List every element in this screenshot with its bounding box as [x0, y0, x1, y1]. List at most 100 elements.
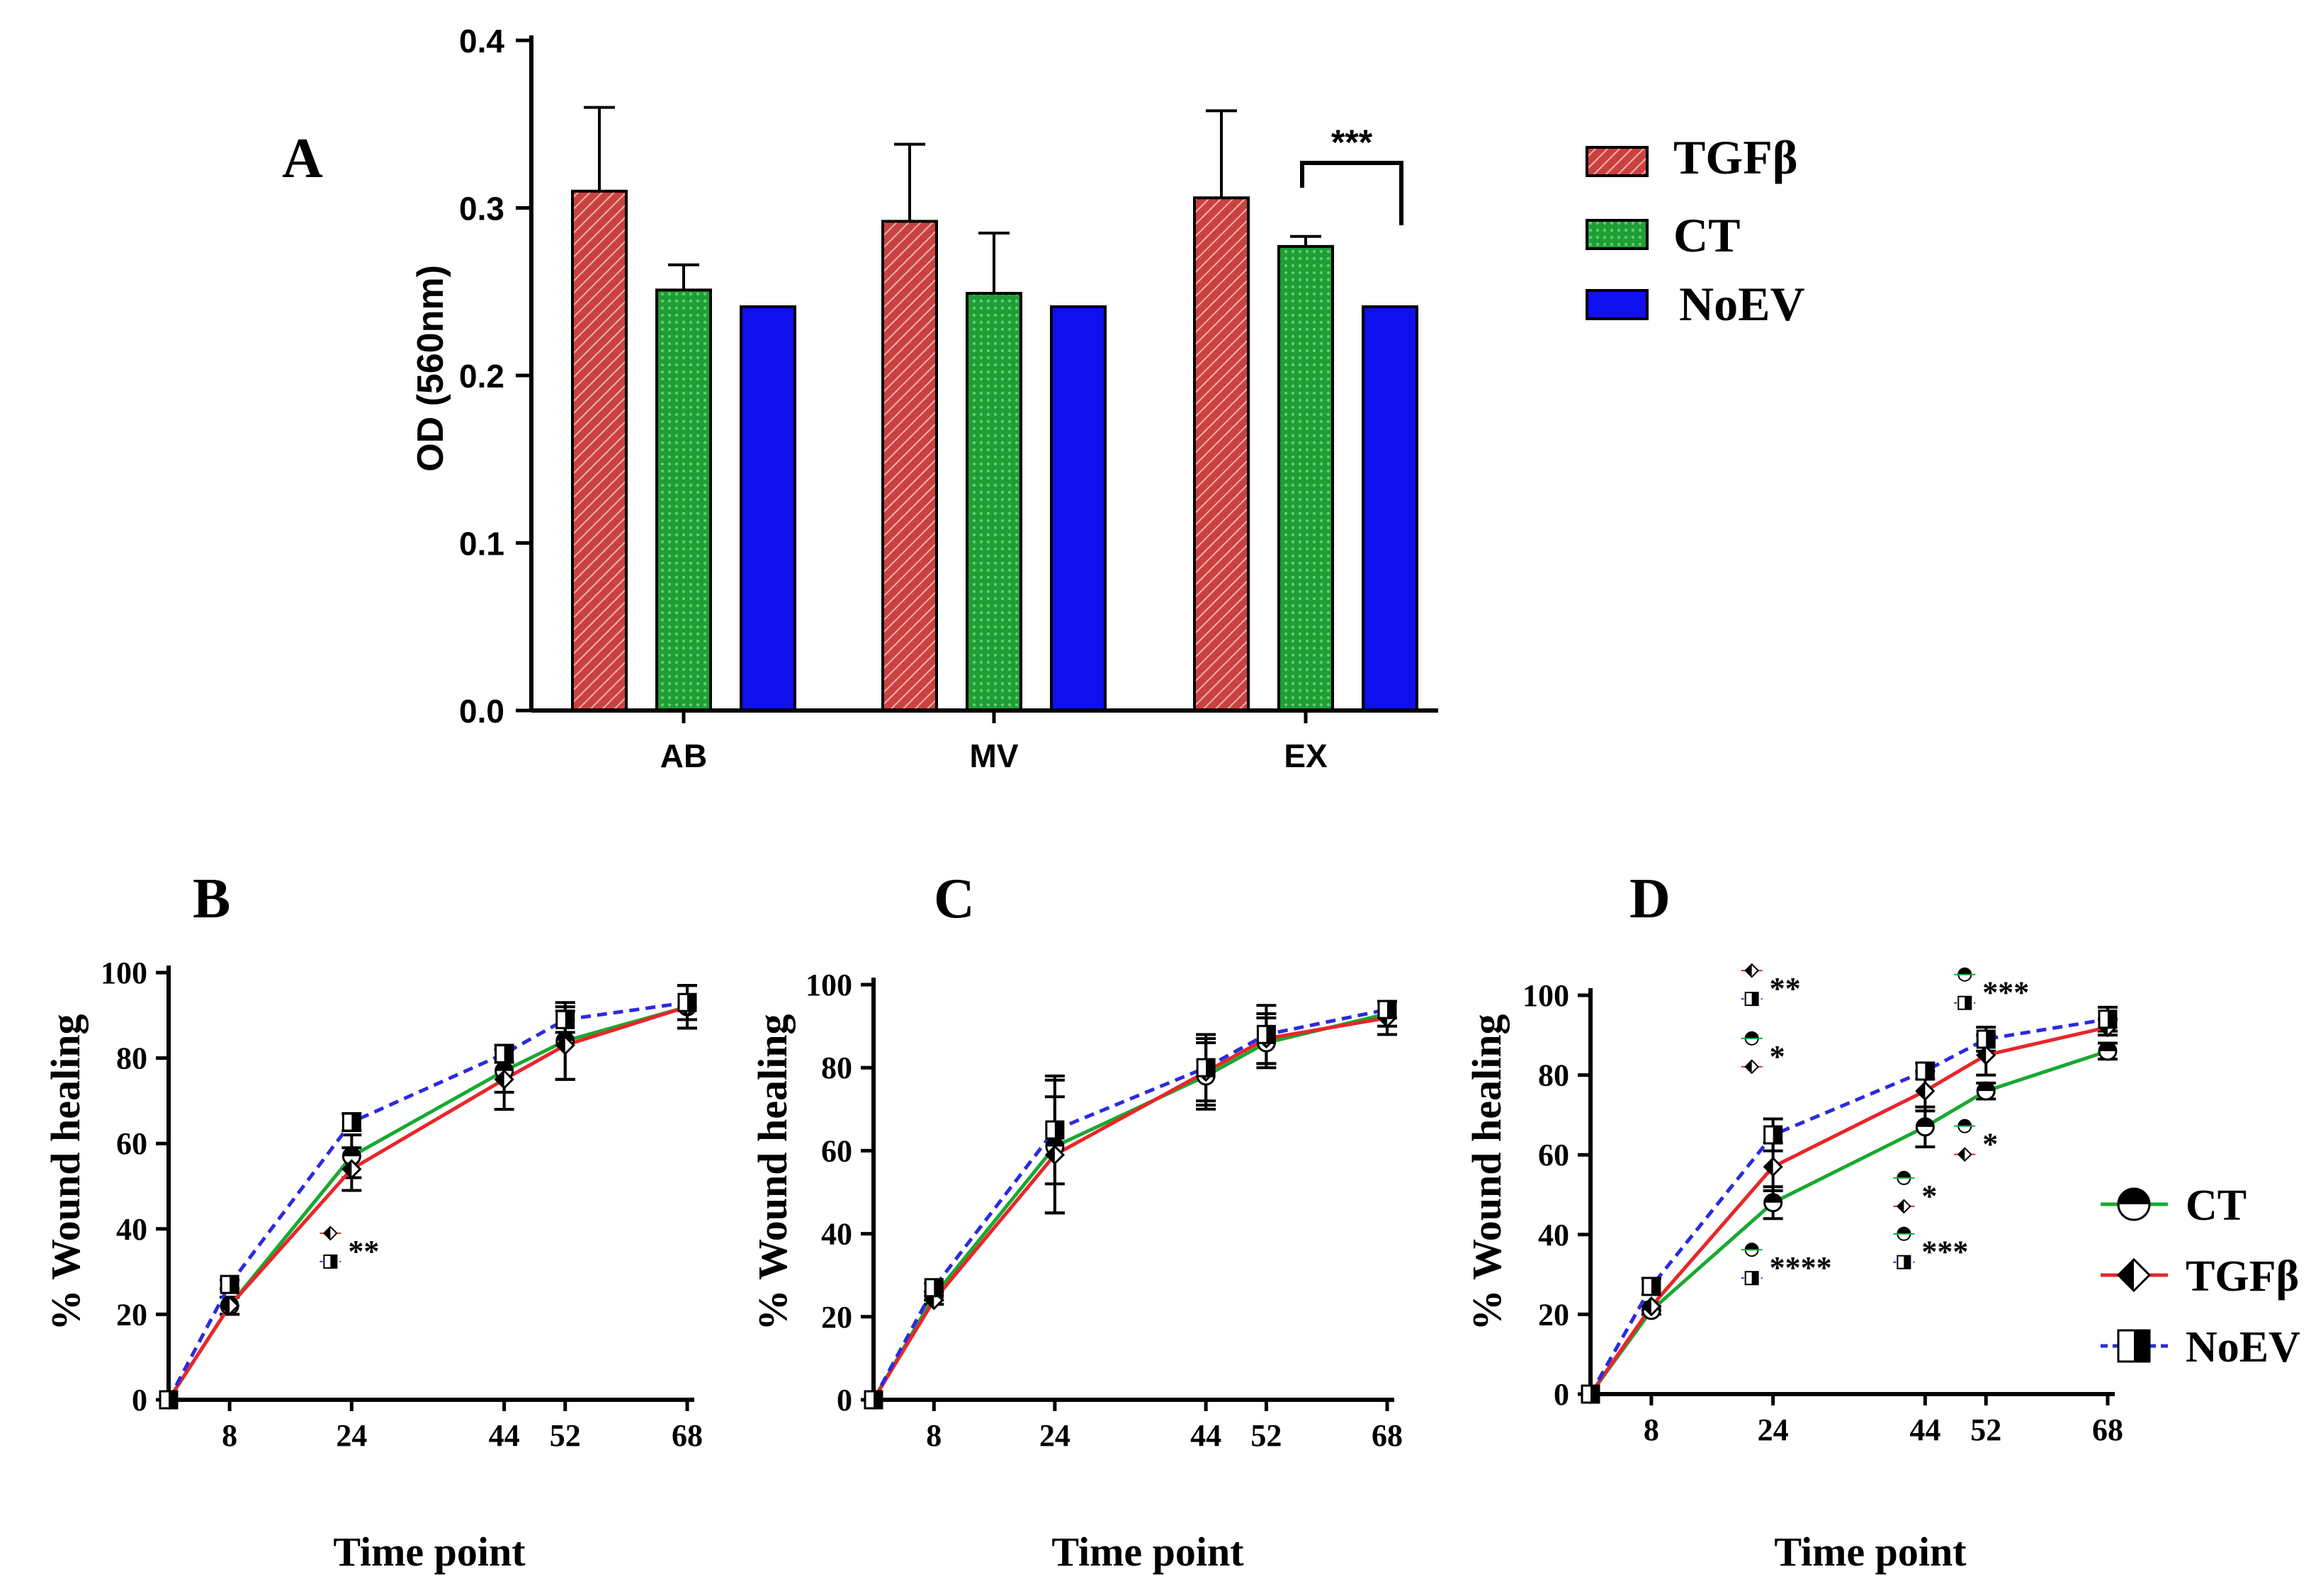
annotation-symbol-d-fill — [1958, 1119, 1972, 1126]
annotation-stars-d: *** — [1921, 1235, 1968, 1269]
annotation-stars-b: ** — [348, 1234, 379, 1269]
point-tgfb-c-fill — [1046, 1146, 1055, 1164]
point-tgfb-b-fill — [556, 1036, 565, 1054]
ytick-label-b: 0 — [132, 1383, 147, 1417]
series-line-ct-b — [166, 1004, 688, 1401]
annotation-symbol-b-fill — [324, 1226, 331, 1240]
significance-label-ex: *** — [1331, 123, 1373, 162]
point-ct-d-fill — [1977, 1082, 1995, 1092]
xlabel-d: Time point — [1774, 1529, 1967, 1575]
point-noev-c-fill — [1266, 1026, 1275, 1043]
ytick-label-c: 20 — [821, 1300, 852, 1335]
point-tgfb-d-fill — [1764, 1158, 1773, 1176]
xtick-label-d: 52 — [1970, 1413, 2001, 1447]
legend-swatch-tgf — [1586, 146, 1649, 177]
bar-noev-ab — [740, 305, 796, 713]
annotation-stars-d: * — [1982, 1127, 1998, 1162]
xtick-label-b: 44 — [489, 1418, 520, 1453]
legend-swatch-ct — [1586, 219, 1649, 250]
ytick-label-a: 0.4 — [459, 23, 504, 60]
annotation-symbol-d-fill — [1897, 1171, 1911, 1178]
legend-marker-noev-fill — [2134, 1330, 2149, 1362]
series-line-ct-d — [1588, 1049, 2108, 1396]
point-noev-b-fill — [687, 994, 696, 1012]
bar-ct-mv — [966, 292, 1022, 712]
xtick-label-b: 8 — [222, 1418, 237, 1453]
point-ct-d-fill — [2099, 1042, 2116, 1051]
point-noev-d-fill — [1590, 1386, 1599, 1403]
xtick-label-d: 8 — [1644, 1413, 1659, 1447]
annotation-symbol-d-fill — [1745, 1243, 1758, 1250]
legend-label-tgf: TGFβ — [1673, 130, 1798, 184]
point-ct-d-fill — [1764, 1194, 1782, 1203]
point-noev-b-fill — [504, 1045, 513, 1063]
annotation-symbol-d-fill — [1958, 1148, 1965, 1161]
xlabel-c: Time point — [1051, 1529, 1244, 1575]
point-ct-c-fill — [1046, 1138, 1063, 1147]
point-noev-b-fill — [169, 1391, 177, 1408]
ytick-label-a: 0.3 — [459, 191, 504, 227]
point-noev-d-fill — [2108, 1010, 2116, 1028]
ylabel-a: OD (560nm) — [410, 265, 451, 472]
ytick-label-d: 20 — [1538, 1297, 1569, 1332]
panel-label-a: A — [282, 128, 323, 190]
annotation-symbol-d-fill — [1965, 996, 1972, 1009]
ytick-label-a: 0.1 — [459, 526, 504, 562]
point-noev-c-fill — [1054, 1121, 1063, 1139]
legend-label-tgfb: TGFβ — [2186, 1252, 2299, 1301]
xtick-label-c: 8 — [926, 1418, 942, 1453]
legend-label-noev: NoEV — [1679, 277, 1805, 331]
xtick-label-d: 24 — [1758, 1413, 1789, 1447]
point-noev-b-fill — [230, 1276, 239, 1294]
ytick-label-a: 0.2 — [459, 358, 504, 395]
xtick-label-c: 24 — [1039, 1418, 1070, 1453]
point-tgfb-d-fill — [1642, 1298, 1651, 1315]
point-tgfb-b-fill — [495, 1070, 504, 1088]
legend-label-ct: CT — [2186, 1182, 2247, 1230]
line-chart-panel-d: % Wound healing Time point 0 20 40 60 80 100 8… — [1464, 963, 2300, 1575]
bar-ct-ex — [1277, 244, 1334, 712]
xtick-label-ex: EX — [1284, 737, 1328, 774]
xtick-label-ab: AB — [660, 737, 707, 774]
point-noev-b-fill — [565, 1011, 574, 1029]
annotation-symbol-b-fill — [330, 1255, 337, 1268]
point-tgfb-b-fill — [221, 1297, 230, 1315]
annotation-symbol-d-fill — [1897, 1227, 1911, 1234]
ylabel-b: % Wound healing — [43, 1014, 89, 1330]
ytick-label-d: 80 — [1538, 1058, 1569, 1093]
series-line-tgfb-b — [166, 1004, 688, 1401]
xtick-label-c: 68 — [1372, 1418, 1403, 1453]
point-ct-d-fill — [1916, 1118, 1934, 1127]
ytick-label-d: 0 — [1554, 1377, 1569, 1412]
ytick-label-c: 80 — [821, 1051, 852, 1085]
bar-tgfb-ab — [571, 189, 628, 713]
ytick-label-c: 60 — [821, 1133, 852, 1168]
legend-a: TGFβ CT NoEV — [1586, 130, 1805, 331]
bar-chart-panel-a: OD (560nm) 0.0 0.1 0.2 0.3 0.4 AB MV EX *** TG… — [410, 23, 1805, 774]
series-line-noev-c — [871, 1007, 1388, 1401]
ylabel-d: % Wound healing — [1464, 1014, 1510, 1330]
annotation-symbol-d-fill — [1958, 968, 1972, 975]
line-chart-panel-c: % Wound healing Time point 0 20 40 60 80 100 8… — [750, 968, 1403, 1575]
series-line-noev-b — [166, 1000, 688, 1401]
annotation-stars-d: *** — [1982, 975, 2029, 1010]
annotation-symbol-d-fill — [1897, 1199, 1904, 1213]
annotation-symbol-d-fill — [1751, 992, 1758, 1006]
panel-label-d: D — [1629, 868, 1671, 930]
legend-d: CT TGFβ NoEV — [2101, 1182, 2300, 1371]
ytick-label-c: 100 — [806, 968, 852, 1002]
significance-bracket-ex: *** — [1300, 123, 1403, 225]
legend-swatch-noev — [1586, 289, 1649, 320]
point-noev-c-fill — [934, 1279, 943, 1296]
bar-tgfb-ex — [1193, 196, 1250, 712]
xtick-label-mv: MV — [970, 737, 1019, 774]
point-noev-b-fill — [351, 1114, 361, 1131]
annotation-stars-d: ** — [1770, 971, 1801, 1006]
ytick-label-b: 60 — [116, 1126, 147, 1161]
point-noev-d-fill — [1773, 1126, 1782, 1144]
series-line-noev-d — [1588, 1017, 2108, 1396]
xtick-label-b: 24 — [336, 1418, 367, 1453]
xtick-label-d: 44 — [1909, 1413, 1940, 1447]
annotation-symbol-d-fill — [1904, 1255, 1911, 1269]
